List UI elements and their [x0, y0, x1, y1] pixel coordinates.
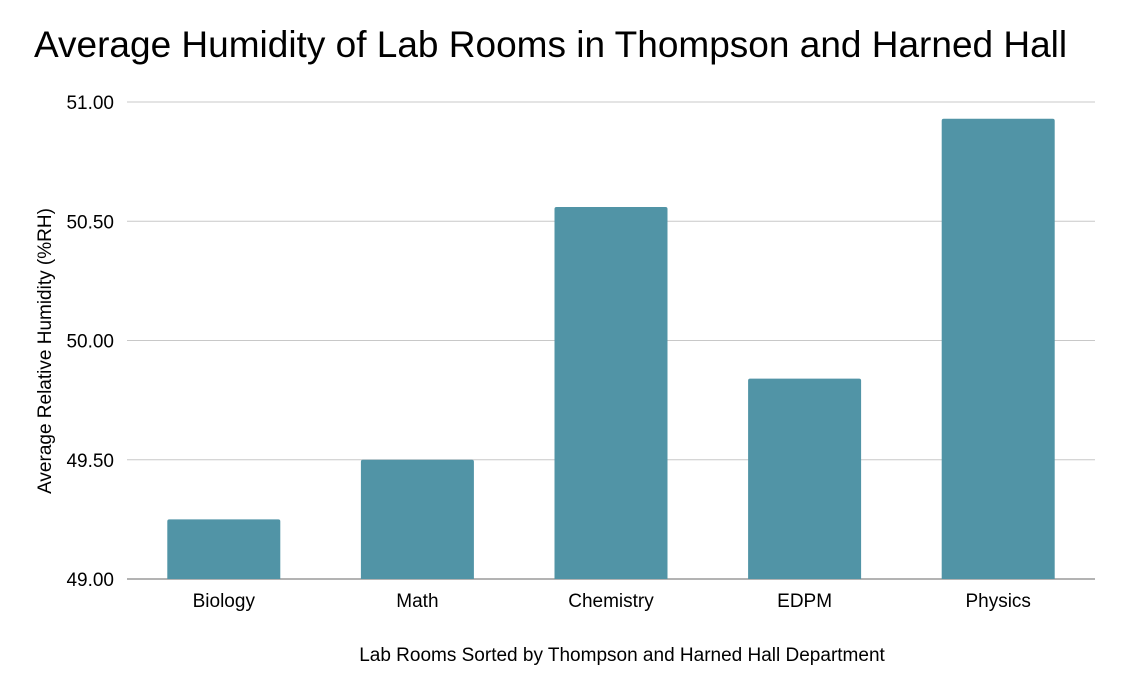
y-tick-label: 49.00	[66, 570, 114, 591]
bar-physics	[941, 118, 1055, 579]
x-tick-label: Biology	[193, 591, 256, 612]
x-tick-label: Chemistry	[568, 591, 654, 612]
y-tick-label: 50.50	[66, 212, 114, 233]
y-tick-label: 50.00	[66, 332, 114, 353]
x-tick-label: EDPM	[777, 591, 832, 612]
bar-math	[360, 459, 474, 579]
bar-chemistry	[554, 206, 668, 579]
y-tick-labels: 49.00 49.50 50.00 50.50 51.00	[66, 93, 114, 591]
x-tick-label: Math	[396, 591, 438, 612]
bars	[167, 118, 1055, 579]
x-tick-label: Physics	[965, 591, 1030, 612]
y-axis-label: Average Relative Humidity (%RH)	[35, 208, 56, 494]
bar-biology	[167, 519, 281, 579]
bar-edpm	[748, 378, 862, 579]
x-axis-label: Lab Rooms Sorted by Thompson and Harned …	[359, 645, 885, 666]
x-tick-labels: Biology Math Chemistry EDPM Physics	[193, 591, 1031, 612]
chart-title: Average Humidity of Lab Rooms in Thompso…	[34, 24, 1068, 65]
y-tick-label: 51.00	[66, 93, 114, 114]
y-tick-label: 49.50	[66, 451, 114, 472]
